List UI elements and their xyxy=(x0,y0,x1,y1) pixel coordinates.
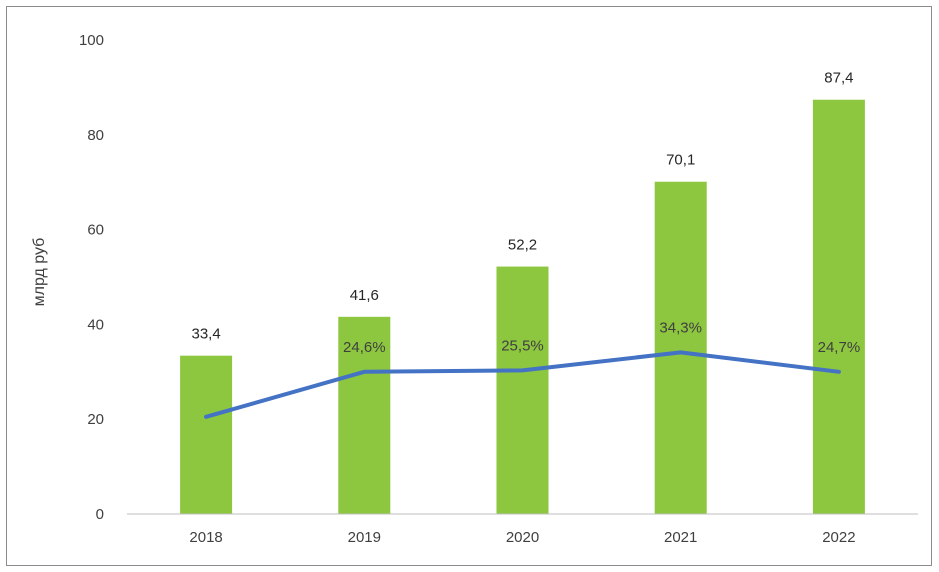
line-point xyxy=(522,369,523,371)
line-point xyxy=(838,371,840,373)
chart-frame xyxy=(6,6,932,566)
bar-value-label: 70,1 xyxy=(666,152,695,169)
bar xyxy=(496,266,549,514)
line-point xyxy=(363,371,365,373)
bar-value-label: 33,4 xyxy=(191,326,220,343)
y-tick-label: 60 xyxy=(87,222,104,239)
line-value-label: 34,3% xyxy=(659,319,702,336)
x-axis-ticks: 2018 2019 2020 2021 2022 xyxy=(189,529,855,546)
line-point xyxy=(205,416,207,418)
x-tick-label: 2019 xyxy=(348,529,381,546)
x-tick-label: 2021 xyxy=(664,529,697,546)
x-tick-label: 2020 xyxy=(506,529,539,546)
line-value-label: 24,7% xyxy=(818,339,861,356)
bar xyxy=(338,316,391,514)
bar xyxy=(812,99,865,514)
line-point xyxy=(680,351,682,353)
x-tick-label: 2022 xyxy=(822,529,855,546)
bar-value-label: 52,2 xyxy=(508,237,537,254)
y-tick-label: 80 xyxy=(87,127,104,144)
y-tick-label: 40 xyxy=(87,316,104,333)
line-series xyxy=(204,350,841,419)
y-tick-label: 0 xyxy=(96,506,104,523)
y-axis-ticks: 0 20 40 60 80 100 xyxy=(79,32,104,523)
x-tick-label: 2018 xyxy=(189,529,222,546)
line-value-label: 25,5% xyxy=(501,337,544,354)
bar-value-label: 87,4 xyxy=(824,70,853,87)
bar-series xyxy=(180,99,865,514)
bar-value-label: 41,6 xyxy=(350,287,379,304)
bar xyxy=(180,355,233,514)
line-value-label: 24,6% xyxy=(343,339,386,356)
y-tick-label: 20 xyxy=(87,411,104,428)
data-labels: 33,4 41,6 52,2 70,1 87,4 24,6% 25,5% 34,3% 24,7% xyxy=(191,70,860,356)
bar xyxy=(654,181,707,514)
y-axis-title: млрд руб xyxy=(31,238,48,307)
y-tick-label: 100 xyxy=(79,32,104,49)
